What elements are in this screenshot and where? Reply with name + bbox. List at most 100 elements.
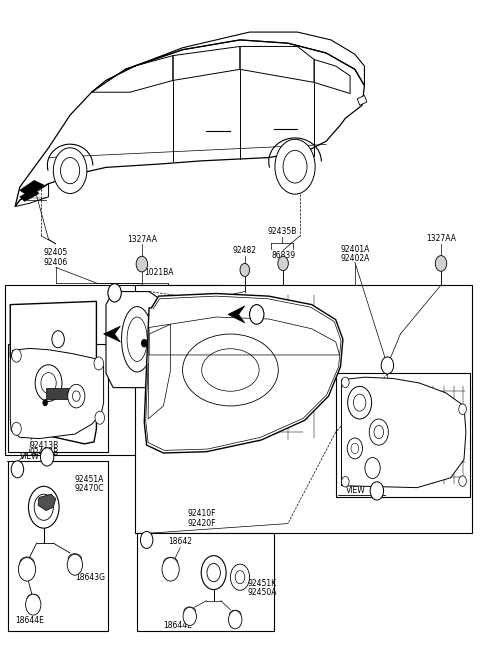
- Circle shape: [95, 411, 105, 424]
- Text: 92413B: 92413B: [29, 441, 59, 449]
- Ellipse shape: [229, 610, 241, 619]
- Polygon shape: [38, 494, 56, 510]
- Text: a: a: [56, 336, 60, 343]
- Ellipse shape: [68, 553, 82, 564]
- Ellipse shape: [184, 607, 195, 616]
- Circle shape: [53, 148, 87, 193]
- Polygon shape: [15, 40, 364, 206]
- Circle shape: [250, 305, 264, 324]
- Circle shape: [67, 554, 83, 575]
- Ellipse shape: [20, 557, 34, 569]
- Polygon shape: [20, 180, 44, 196]
- Circle shape: [142, 339, 147, 347]
- Text: 18642: 18642: [168, 537, 192, 546]
- Circle shape: [370, 481, 384, 500]
- Bar: [8, 462, 108, 631]
- Circle shape: [18, 557, 36, 581]
- Text: VIEW: VIEW: [346, 487, 366, 495]
- Polygon shape: [10, 348, 104, 439]
- Circle shape: [435, 255, 447, 271]
- Text: 92456B: 92456B: [158, 337, 188, 346]
- Text: 18644E: 18644E: [163, 621, 192, 630]
- Circle shape: [201, 555, 226, 590]
- Text: 92450A: 92450A: [247, 588, 276, 597]
- Text: B: B: [374, 488, 380, 494]
- Polygon shape: [357, 96, 367, 105]
- Circle shape: [341, 377, 349, 388]
- Polygon shape: [104, 326, 120, 342]
- Text: 92451A: 92451A: [75, 475, 104, 483]
- Circle shape: [136, 256, 148, 272]
- Circle shape: [12, 349, 21, 362]
- Bar: [8, 344, 108, 452]
- Circle shape: [43, 400, 48, 406]
- Text: 18643G: 18643G: [75, 572, 105, 582]
- Circle shape: [25, 594, 41, 615]
- Text: b: b: [144, 537, 149, 543]
- Text: VIEW: VIEW: [20, 453, 39, 461]
- Text: 92414B: 92414B: [29, 449, 59, 457]
- Text: 92451K: 92451K: [247, 579, 276, 588]
- Ellipse shape: [127, 317, 147, 362]
- Text: 1327AA: 1327AA: [426, 234, 456, 243]
- Circle shape: [235, 571, 245, 584]
- Circle shape: [52, 331, 64, 348]
- Circle shape: [11, 461, 24, 478]
- Text: 92410F: 92410F: [188, 510, 216, 518]
- Circle shape: [341, 477, 349, 487]
- Circle shape: [365, 458, 380, 479]
- Circle shape: [351, 443, 359, 454]
- Circle shape: [459, 476, 467, 486]
- Circle shape: [348, 386, 372, 419]
- Circle shape: [141, 531, 153, 548]
- Circle shape: [68, 384, 85, 408]
- Circle shape: [72, 391, 80, 402]
- Polygon shape: [341, 377, 466, 487]
- Circle shape: [369, 419, 388, 445]
- Circle shape: [459, 404, 467, 415]
- Text: 18644E: 18644E: [15, 616, 44, 625]
- Circle shape: [94, 357, 104, 370]
- Text: 92435B: 92435B: [267, 227, 297, 236]
- Text: A: A: [112, 290, 117, 296]
- Polygon shape: [10, 301, 96, 444]
- Polygon shape: [144, 293, 343, 453]
- Polygon shape: [106, 291, 178, 388]
- Bar: [135, 285, 472, 533]
- Circle shape: [40, 448, 54, 466]
- Circle shape: [60, 158, 80, 183]
- Text: 92405: 92405: [44, 248, 68, 257]
- Circle shape: [108, 284, 121, 302]
- Text: a: a: [15, 466, 20, 472]
- Circle shape: [207, 563, 220, 582]
- Circle shape: [374, 426, 384, 439]
- Circle shape: [35, 365, 62, 402]
- Ellipse shape: [121, 307, 153, 372]
- Circle shape: [240, 263, 250, 276]
- Polygon shape: [20, 189, 39, 201]
- Circle shape: [353, 394, 366, 411]
- Polygon shape: [228, 306, 245, 323]
- Bar: [137, 533, 274, 631]
- Circle shape: [275, 140, 315, 194]
- Circle shape: [230, 564, 250, 590]
- Text: 92482: 92482: [233, 246, 257, 255]
- Ellipse shape: [27, 594, 39, 603]
- Text: 92470C: 92470C: [75, 484, 104, 493]
- Circle shape: [183, 607, 196, 626]
- Text: 92402A: 92402A: [340, 254, 370, 263]
- Circle shape: [381, 357, 394, 374]
- Text: 92406: 92406: [44, 257, 68, 267]
- Text: 1327AA: 1327AA: [127, 234, 157, 244]
- Ellipse shape: [163, 557, 178, 569]
- Circle shape: [347, 438, 362, 459]
- Circle shape: [162, 557, 179, 581]
- Bar: [336, 373, 470, 497]
- Polygon shape: [46, 388, 70, 400]
- Circle shape: [228, 610, 242, 629]
- Circle shape: [283, 151, 307, 183]
- Bar: [5, 285, 221, 455]
- Circle shape: [34, 494, 53, 520]
- Circle shape: [28, 486, 59, 528]
- Text: 92455G: 92455G: [158, 328, 189, 337]
